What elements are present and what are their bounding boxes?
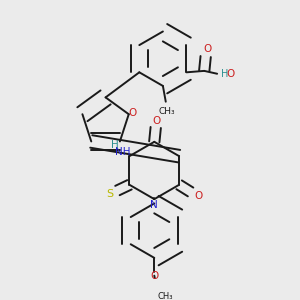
Text: O: O bbox=[203, 44, 211, 54]
Text: O: O bbox=[194, 191, 203, 201]
Text: H: H bbox=[220, 69, 228, 79]
Text: N: N bbox=[150, 200, 158, 210]
Text: H: H bbox=[111, 140, 119, 149]
Text: CH₃: CH₃ bbox=[158, 292, 173, 300]
Text: O: O bbox=[128, 108, 136, 118]
Text: O: O bbox=[226, 69, 235, 79]
Text: O: O bbox=[152, 116, 161, 126]
Text: NH: NH bbox=[115, 147, 130, 157]
Text: CH₃: CH₃ bbox=[158, 106, 175, 116]
Text: O: O bbox=[150, 271, 158, 281]
Text: S: S bbox=[106, 189, 113, 199]
